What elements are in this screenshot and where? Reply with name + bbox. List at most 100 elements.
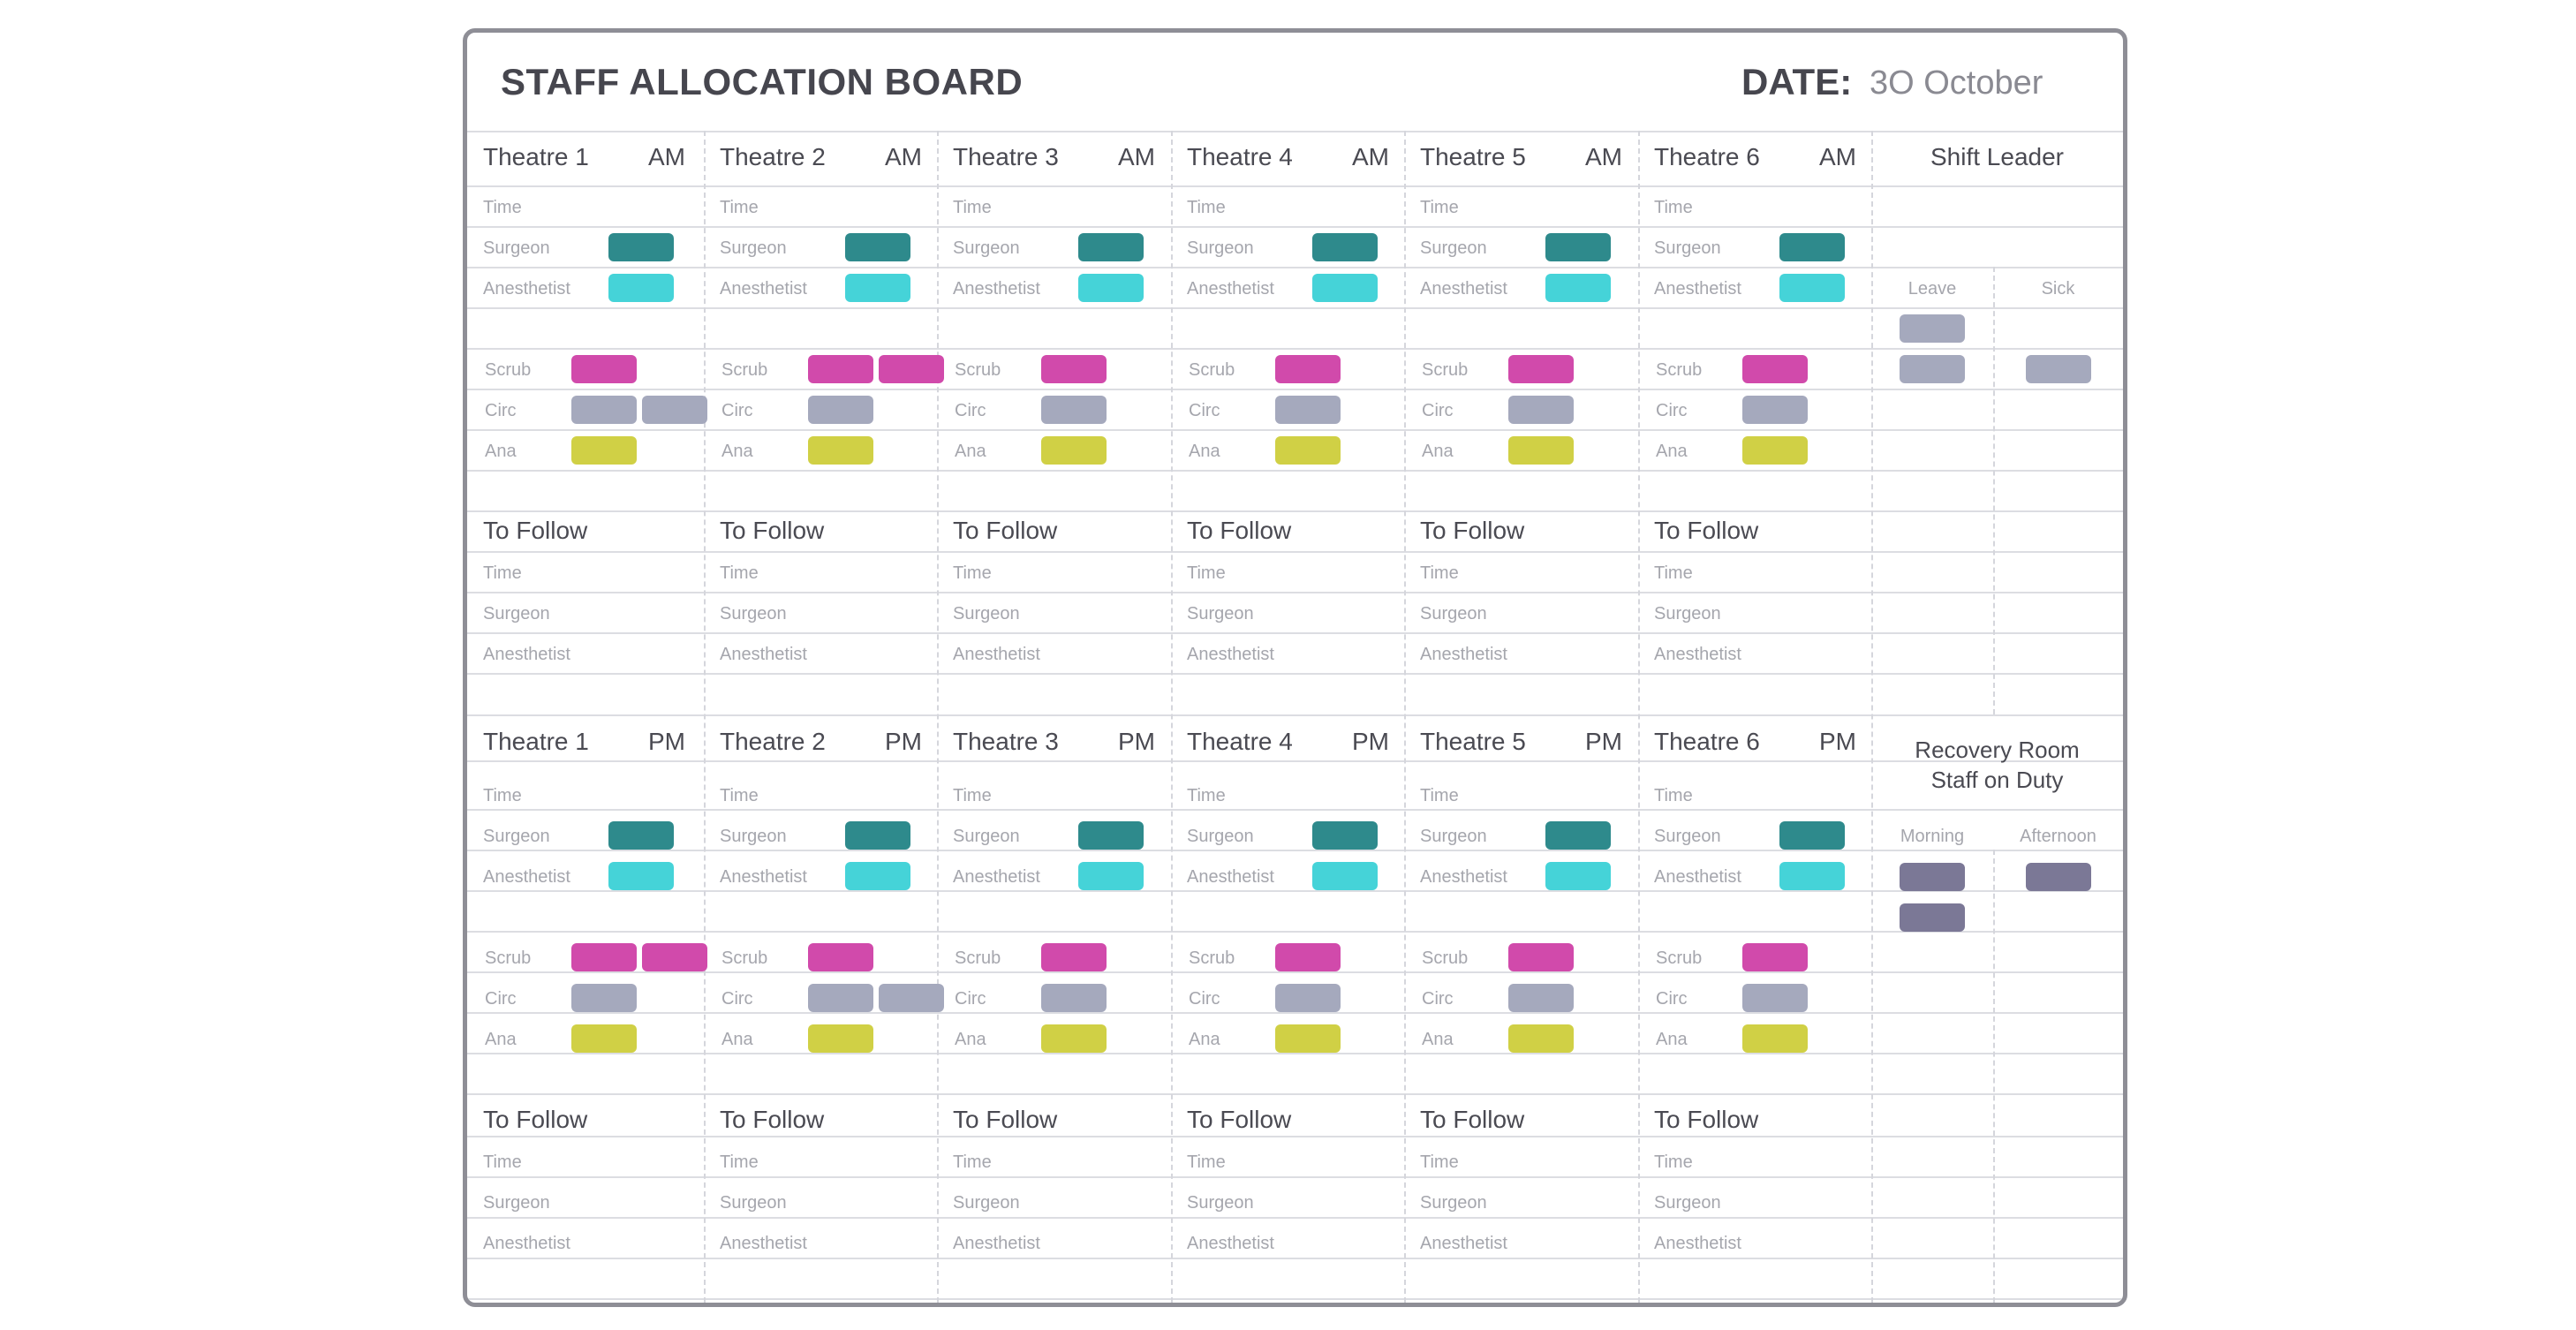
pm-to-follow-anesthetist-label: Anesthetist — [1654, 1234, 1741, 1253]
anesthetist-magnet[interactable] — [608, 862, 674, 890]
am-scrub-label: Scrub — [1656, 360, 1703, 380]
scrub-magnet[interactable] — [1508, 355, 1574, 383]
surgeon-magnet[interactable] — [1078, 821, 1144, 850]
scrub-magnet[interactable] — [1275, 355, 1341, 383]
ana-magnet[interactable] — [1508, 1024, 1574, 1053]
ana-magnet[interactable] — [1742, 436, 1808, 465]
anesthetist-magnet[interactable] — [1312, 862, 1378, 890]
row-divider — [467, 1217, 2123, 1219]
anesthetist-magnet[interactable] — [1779, 274, 1845, 302]
anesthetist-magnet[interactable] — [845, 862, 910, 890]
ana-magnet[interactable] — [1275, 1024, 1341, 1053]
scrub-magnet[interactable] — [571, 355, 637, 383]
pm-to-follow-surgeon-label: Surgeon — [1654, 1193, 1721, 1213]
recovery-morning-magnet[interactable] — [1900, 903, 1965, 932]
scrub-magnet[interactable] — [808, 355, 873, 383]
pm-ana-label: Ana — [955, 1030, 986, 1049]
pm-anesthetist-label: Anesthetist — [1187, 867, 1274, 887]
am-circ-label: Circ — [955, 401, 986, 420]
circ-magnet[interactable] — [1742, 984, 1808, 1012]
am-time-label: Time — [1420, 198, 1459, 217]
surgeon-magnet[interactable] — [1545, 821, 1611, 850]
sick-magnet[interactable] — [2026, 355, 2091, 383]
anesthetist-magnet[interactable] — [1545, 274, 1611, 302]
circ-magnet[interactable] — [1275, 984, 1341, 1012]
am-surgeon-label: Surgeon — [1654, 238, 1721, 258]
ana-magnet[interactable] — [1041, 436, 1107, 465]
scrub-magnet[interactable] — [1508, 943, 1574, 971]
row-divider — [467, 470, 2123, 472]
circ-magnet[interactable] — [808, 396, 873, 424]
row-divider — [467, 131, 2123, 132]
surgeon-magnet[interactable] — [1078, 233, 1144, 261]
anesthetist-magnet[interactable] — [1078, 862, 1144, 890]
ana-magnet[interactable] — [1508, 436, 1574, 465]
am-to-follow-time-label: Time — [953, 563, 992, 583]
circ-magnet[interactable] — [808, 984, 873, 1012]
circ-magnet[interactable] — [1041, 984, 1107, 1012]
recovery-afternoon-magnet[interactable] — [2026, 863, 2091, 891]
surgeon-magnet[interactable] — [1779, 233, 1845, 261]
ana-magnet[interactable] — [571, 1024, 637, 1053]
circ-magnet[interactable] — [1742, 396, 1808, 424]
circ-magnet[interactable] — [1508, 396, 1574, 424]
am-circ-label: Circ — [1656, 401, 1688, 420]
scrub-magnet[interactable] — [1742, 943, 1808, 971]
surgeon-magnet[interactable] — [608, 821, 674, 850]
recovery-room-subheading: Staff on Duty — [1930, 767, 2064, 793]
anesthetist-magnet[interactable] — [1545, 862, 1611, 890]
ana-magnet[interactable] — [808, 1024, 873, 1053]
circ-magnet[interactable] — [571, 984, 637, 1012]
scrub-magnet[interactable] — [1742, 355, 1808, 383]
pm-to-follow-anesthetist-label: Anesthetist — [483, 1234, 570, 1253]
pm-to-follow-surgeon-label: Surgeon — [1420, 1193, 1487, 1213]
scrub-magnet[interactable] — [571, 943, 637, 971]
anesthetist-magnet[interactable] — [608, 274, 674, 302]
ana-magnet[interactable] — [1275, 436, 1341, 465]
surgeon-magnet[interactable] — [845, 821, 910, 850]
am-to-follow-time-label: Time — [483, 563, 522, 583]
am-scrub-label: Scrub — [485, 360, 532, 380]
pm-circ-label: Circ — [1656, 989, 1688, 1009]
anesthetist-magnet[interactable] — [845, 274, 910, 302]
surgeon-magnet[interactable] — [1545, 233, 1611, 261]
scrub-magnet[interactable] — [642, 943, 707, 971]
row-divider — [467, 931, 2123, 933]
anesthetist-magnet[interactable] — [1078, 274, 1144, 302]
anesthetist-magnet[interactable] — [1779, 862, 1845, 890]
surgeon-magnet[interactable] — [1312, 821, 1378, 850]
date-value[interactable]: 3O October — [1870, 64, 2043, 102]
scrub-magnet[interactable] — [808, 943, 873, 971]
circ-magnet[interactable] — [1508, 984, 1574, 1012]
am-surgeon-label: Surgeon — [953, 238, 1020, 258]
am-surgeon-label: Surgeon — [1420, 238, 1487, 258]
ana-magnet[interactable] — [1041, 1024, 1107, 1053]
ana-magnet[interactable] — [808, 436, 873, 465]
leave-magnet[interactable] — [1900, 314, 1965, 343]
pm-anesthetist-label: Anesthetist — [1654, 867, 1741, 887]
am-ana-label: Ana — [721, 442, 753, 461]
scrub-magnet[interactable] — [1275, 943, 1341, 971]
scrub-magnet[interactable] — [1041, 355, 1107, 383]
anesthetist-magnet[interactable] — [1312, 274, 1378, 302]
ana-magnet[interactable] — [1742, 1024, 1808, 1053]
leave-magnet[interactable] — [1900, 355, 1965, 383]
circ-magnet[interactable] — [1275, 396, 1341, 424]
row-divider — [467, 389, 2123, 390]
surgeon-magnet[interactable] — [845, 233, 910, 261]
surgeon-magnet[interactable] — [608, 233, 674, 261]
am-to-follow-surgeon-label: Surgeon — [720, 604, 787, 623]
surgeon-magnet[interactable] — [1779, 821, 1845, 850]
circ-magnet[interactable] — [879, 984, 944, 1012]
row-divider — [467, 1258, 2123, 1259]
scrub-magnet[interactable] — [879, 355, 944, 383]
circ-magnet[interactable] — [571, 396, 637, 424]
ana-magnet[interactable] — [571, 436, 637, 465]
circ-magnet[interactable] — [642, 396, 707, 424]
pm-ana-label: Ana — [721, 1030, 753, 1049]
am-to-follow-surgeon-label: Surgeon — [1654, 604, 1721, 623]
recovery-morning-magnet[interactable] — [1900, 863, 1965, 891]
scrub-magnet[interactable] — [1041, 943, 1107, 971]
surgeon-magnet[interactable] — [1312, 233, 1378, 261]
circ-magnet[interactable] — [1041, 396, 1107, 424]
